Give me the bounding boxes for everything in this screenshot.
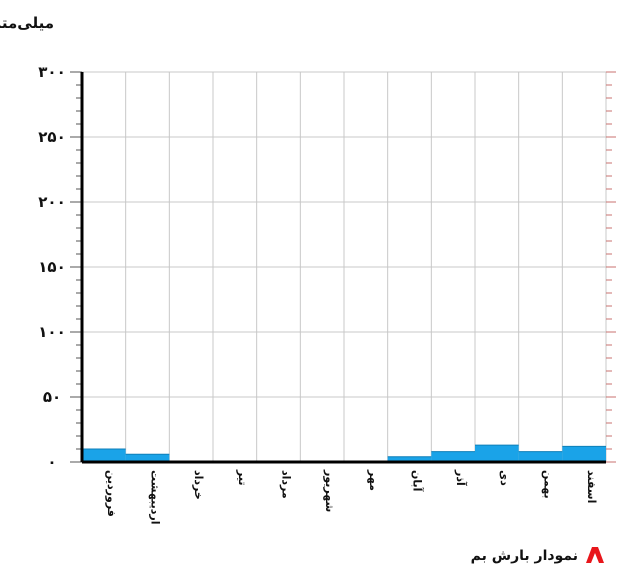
bar <box>518 451 563 462</box>
chart-caption: نمودار بارش بم <box>471 548 578 564</box>
x-tick-label: آذر <box>454 469 468 486</box>
x-tick-label: خرداد <box>192 470 205 500</box>
x-tick-label: تیر <box>236 469 249 485</box>
x-tick-label: شهریور <box>323 469 336 512</box>
x-tick-label: اسفند <box>585 470 598 503</box>
x-tick-labels: فروردین اردیبهشت خرداد تیر مرداد شهریور مهر آبا… <box>105 469 598 524</box>
y-tick-label: ۳۰۰ <box>38 63 65 81</box>
y-axis-label: میلی‌متر <box>0 14 54 32</box>
x-tick-label: فروردین <box>105 470 118 517</box>
bar <box>562 446 606 462</box>
y-tick-labels: ۰ ۵۰ ۱۰۰ ۱۵۰ ۲۰۰ ۲۵۰ ۳۰۰ <box>38 63 65 471</box>
bar <box>475 445 519 462</box>
brand-marker-icon <box>586 547 604 563</box>
x-tick-label: مهر <box>367 469 380 491</box>
x-tick-label: بهمن <box>542 470 555 499</box>
bars <box>82 444 606 462</box>
axes <box>70 71 616 464</box>
legend-caption: نمودار بارش بم <box>471 547 604 564</box>
y-tick-label: ۰ <box>47 453 56 471</box>
y-tick-label: ۱۵۰ <box>38 258 65 276</box>
y-tick-label: ۵۰ <box>43 388 61 406</box>
x-tick-label: مرداد <box>280 470 293 499</box>
bar <box>431 451 475 462</box>
x-tick-label: اردیبهشت <box>149 470 162 524</box>
y-tick-label: ۲۰۰ <box>38 193 65 211</box>
y-tick-label: ۱۰۰ <box>38 323 65 341</box>
bar <box>387 456 432 462</box>
x-tick-label: دی <box>498 470 511 486</box>
bar <box>125 454 170 462</box>
bar <box>82 449 126 462</box>
grid <box>82 71 607 462</box>
y-tick-label: ۲۵۰ <box>38 128 65 146</box>
x-tick-label: آبان <box>411 470 425 492</box>
